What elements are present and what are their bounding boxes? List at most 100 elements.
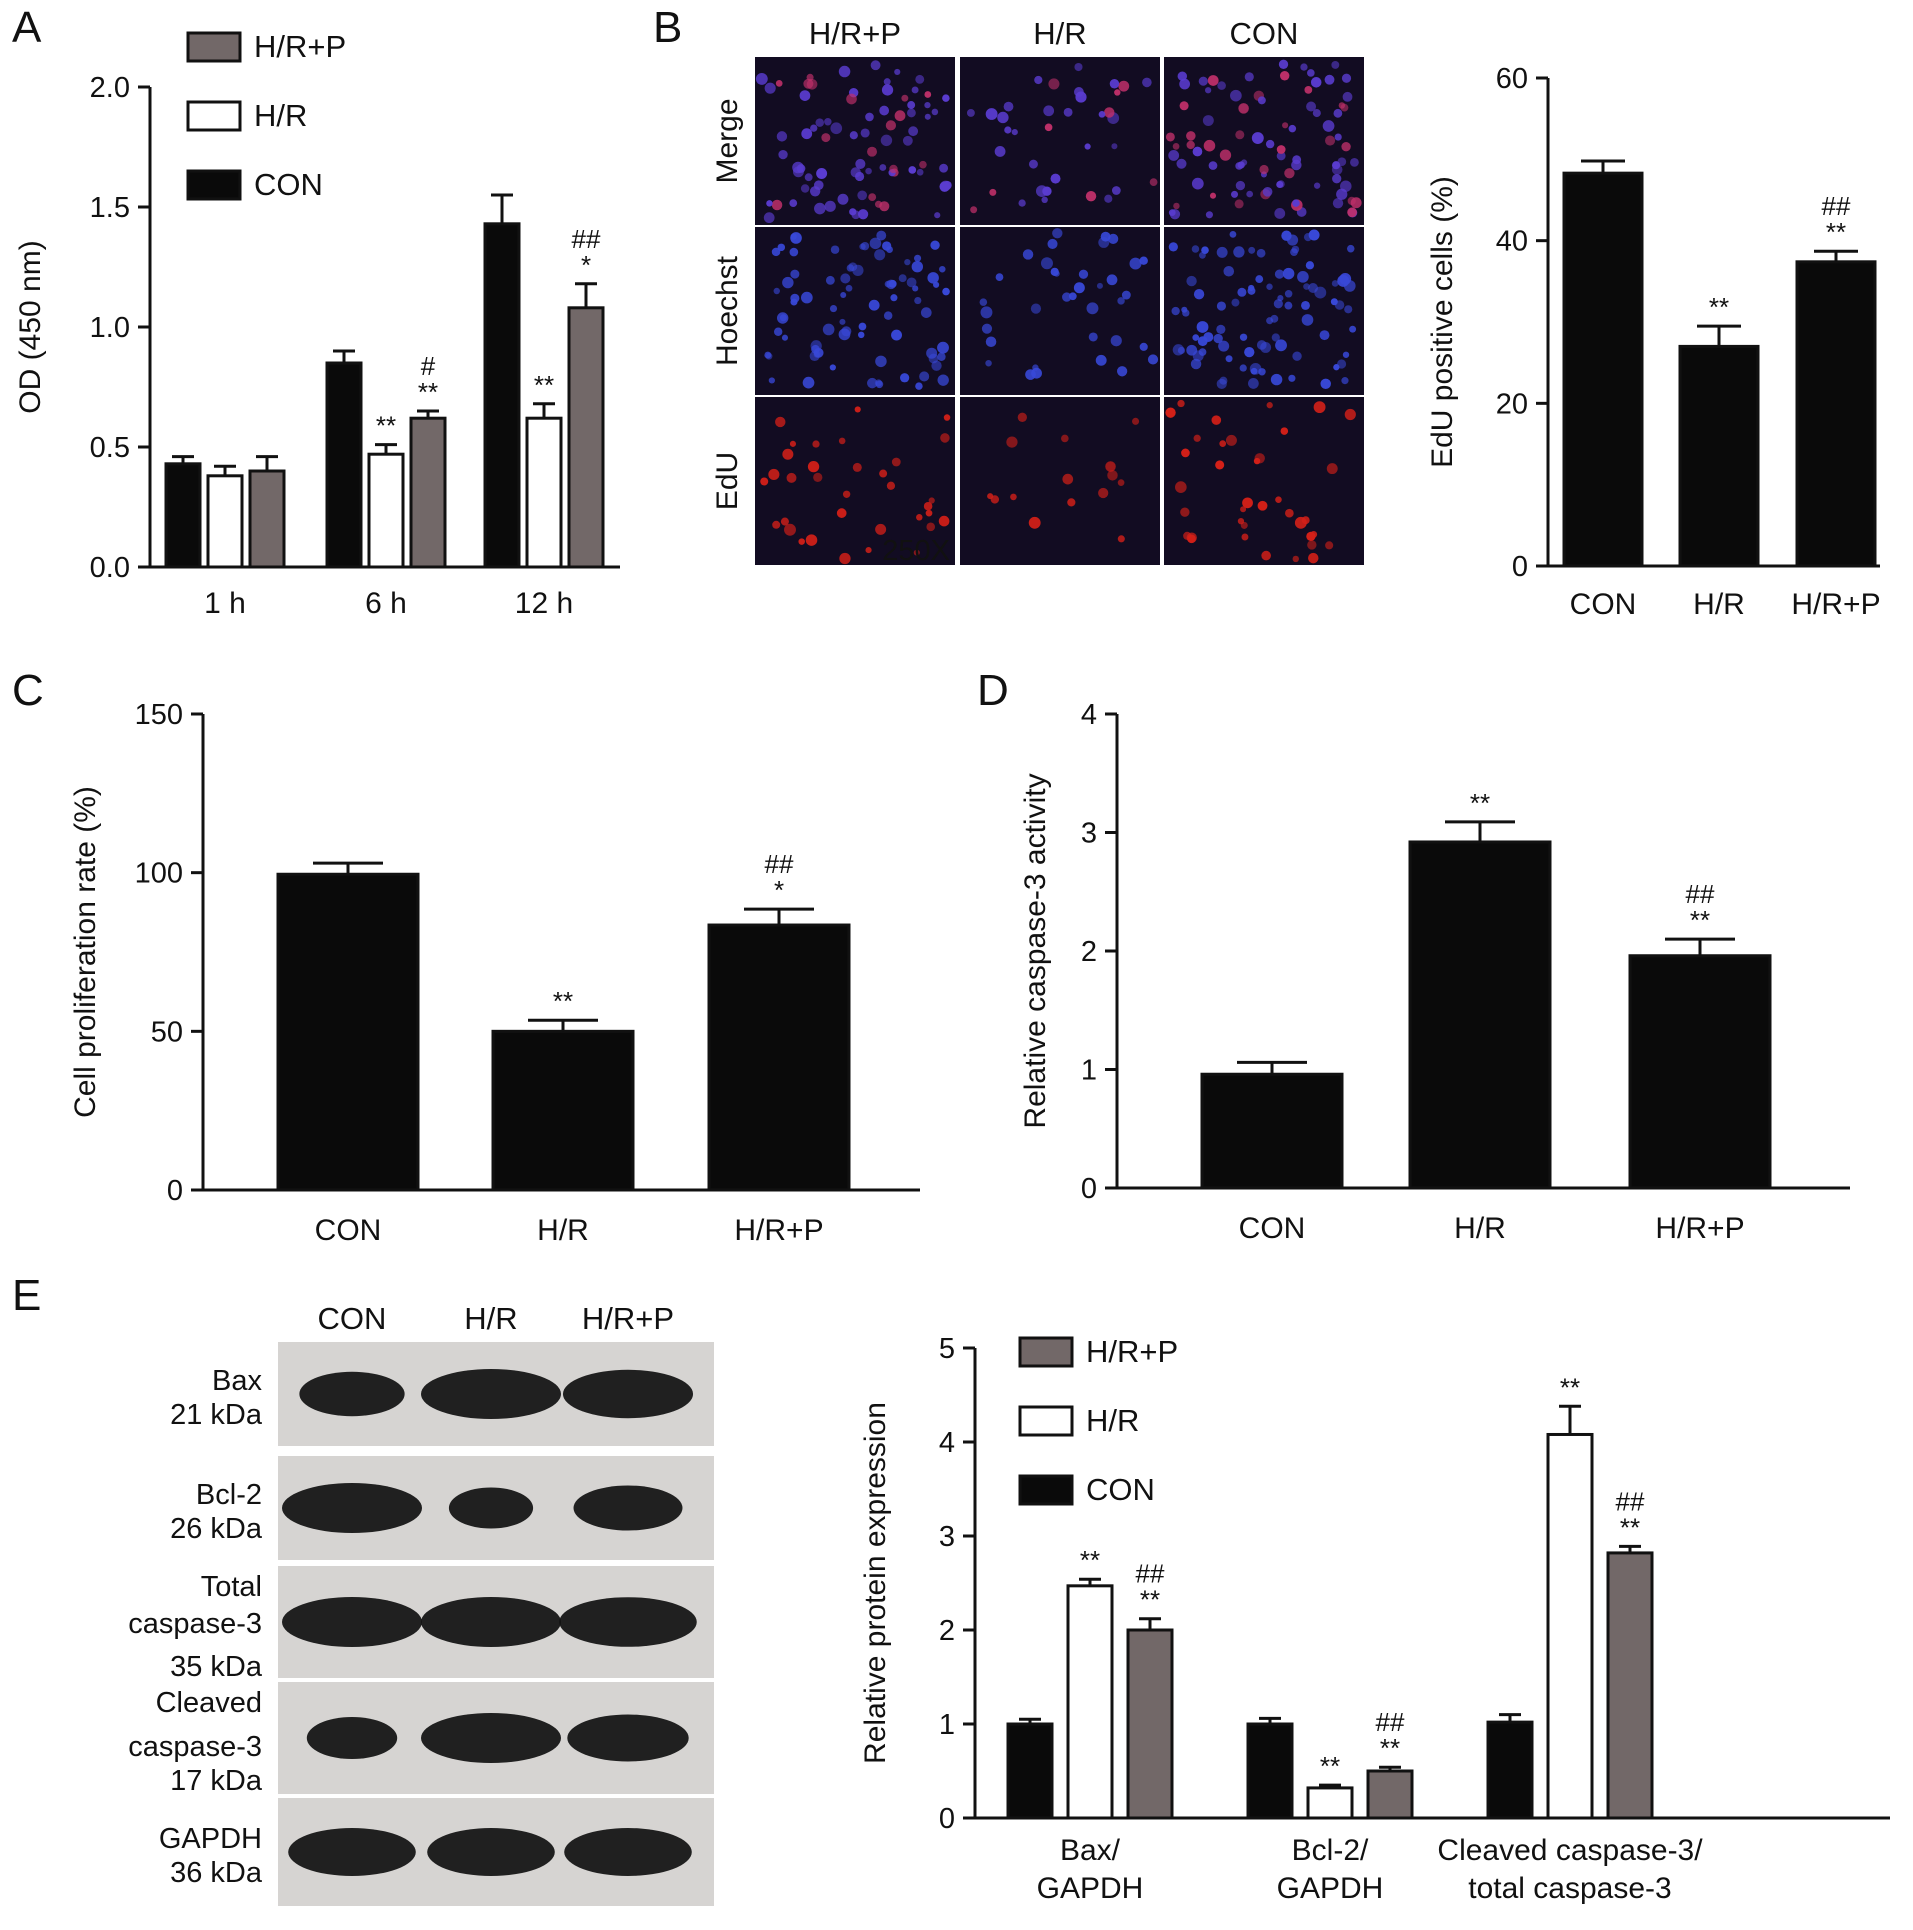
nucleus-dot [1229,230,1237,238]
nucleus-dot [898,274,907,283]
nucleus-dot [1096,282,1103,289]
nucleus-dot [860,128,870,138]
nucleus-dot [879,164,887,171]
micrograph-tile [960,57,1160,225]
x-tick-label: GAPDH [1277,1872,1384,1905]
protein-band [288,1828,416,1876]
nucleus-dot [1095,354,1107,366]
nucleus-dot [830,245,840,254]
nucleus-dot [858,209,869,220]
protein-band [421,1713,561,1763]
nucleus-dot [1219,440,1227,447]
blot-label: 21 kDa [170,1399,263,1431]
nucleus-dot [1084,143,1091,150]
blot-label: caspase-3 [128,1608,262,1640]
nucleus-dot [906,277,917,288]
nucleus-dot [937,374,949,386]
nucleus-dot [1181,306,1188,313]
nucleus-dot [1068,292,1077,301]
panel-letter-c: C [12,666,44,715]
nucleus-dot [885,120,896,131]
image-row-label: Merge [711,98,744,183]
nucleus-dot [912,285,919,292]
y-tick-label: 40 [1496,226,1528,258]
nucleus-dot [1271,333,1280,342]
legend-label: CON [254,167,323,202]
bar-h-r-p-0 [1126,1628,1174,1820]
nucleus-dot [1288,124,1297,133]
nucleus-dot [989,188,997,196]
nucleus-dot [1028,159,1038,169]
legend-label: H/R [1086,1403,1139,1438]
nucleus-dot [867,146,878,157]
nucleus-dot [883,78,891,86]
y-tick-label: 2 [939,1615,955,1647]
nucleus-dot [940,433,950,443]
protein-band [427,1828,555,1876]
nucleus-dot [1261,550,1271,561]
nucleus-dot [1280,427,1289,435]
nucleus-dot [902,135,913,146]
significance-mark: ** [553,986,573,1016]
nucleus-dot [1266,283,1273,290]
bar-1 [1678,344,1760,568]
nucleus-dot [848,262,858,272]
nucleus-dot [911,260,924,273]
nucleus-dot [875,355,887,368]
nucleus-dot [937,341,949,354]
nucleus-dot [1242,497,1253,509]
nucleus-dot [839,318,846,325]
nucleus-dot [1109,79,1120,89]
nucleus-dot [1117,297,1125,305]
significance-mark: ** [1709,292,1729,322]
nucleus-dot [943,414,951,421]
nucleus-dot [782,276,794,289]
nucleus-dot [1215,460,1225,470]
x-tick-label: CON [1239,1212,1306,1245]
nucleus-dot [778,149,788,160]
nucleus-dot [813,350,821,358]
blot-label: Cleaved [156,1687,262,1719]
nucleus-dot [842,490,851,498]
y-tick-label: 1 [1081,1055,1097,1087]
bar-h-r-1 [1306,1786,1354,1820]
nucleus-dot [1333,364,1340,371]
x-tick-label: 6 h [365,587,407,620]
nucleus-dot [1251,132,1264,145]
nucleus-dot [869,237,882,250]
panel-letter-e: E [12,1271,41,1320]
nucleus-dot [868,193,877,202]
nucleus-dot [1237,287,1247,297]
significance-mark: ** [1470,788,1490,818]
nucleus-dot [1304,85,1313,94]
nucleus-dot [1219,376,1228,385]
nucleus-dot [906,108,916,118]
nucleus-dot [800,184,810,193]
nucleus-dot [1322,120,1335,132]
significance-mark: ** [1380,1733,1400,1763]
legend-label: CON [1086,1472,1155,1507]
nucleus-dot [1192,146,1203,157]
nucleus-dot [901,94,909,102]
nucleus-dot [981,323,993,334]
nucleus-dot [1273,299,1283,309]
bar-h-r-1 [367,452,405,569]
nucleus-dot [789,247,799,257]
nucleus-dot [768,377,775,384]
nucleus-dot [883,311,893,320]
nucleus-dot [865,546,872,554]
bar-con-2 [483,222,521,569]
panel-letter-a: A [12,3,42,52]
lane-header: CON [318,1301,387,1336]
nucleus-dot [874,200,883,208]
nucleus-dot [1266,317,1274,325]
y-tick-label: 0 [939,1803,955,1835]
nucleus-dot [925,509,933,517]
nucleus-dot [824,200,836,212]
nucleus-dot [1308,552,1319,564]
nucleus-dot [1041,196,1048,204]
nucleus-dot [1191,245,1200,253]
nucleus-dot [773,327,783,336]
nucleus-dot [1246,190,1254,198]
